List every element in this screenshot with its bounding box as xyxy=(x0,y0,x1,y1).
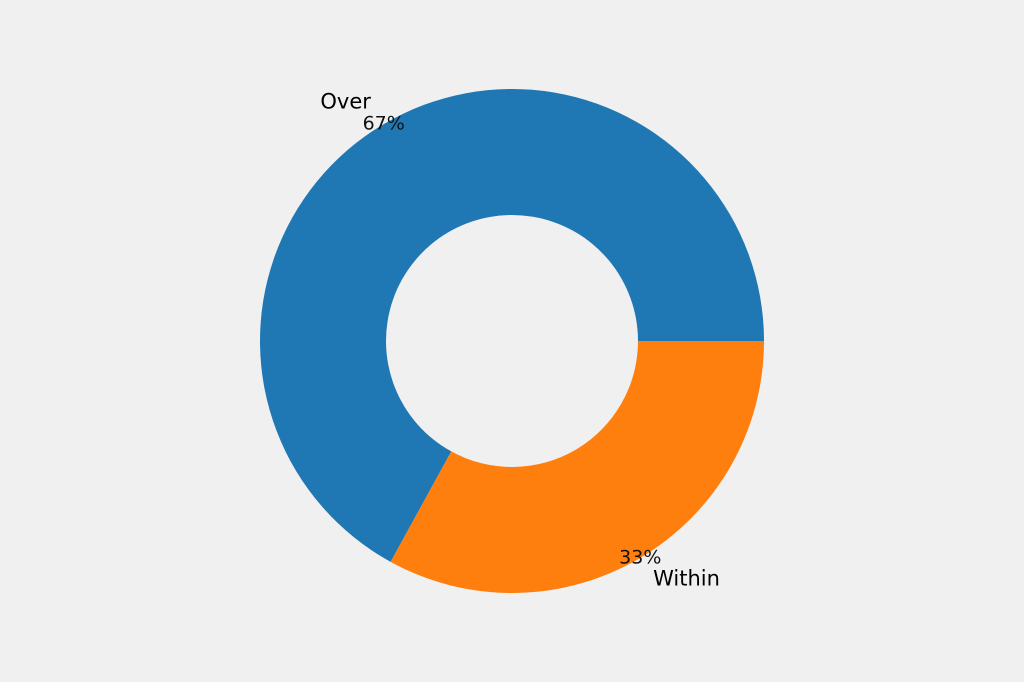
slice-within xyxy=(390,341,764,593)
percent-label-within: 33% xyxy=(619,546,661,568)
slice-over xyxy=(260,89,764,562)
percent-label-over: 67% xyxy=(363,113,405,135)
slice-label-within: Within xyxy=(653,567,720,591)
slices-group xyxy=(260,89,764,593)
slice-label-over: Over xyxy=(320,89,371,113)
